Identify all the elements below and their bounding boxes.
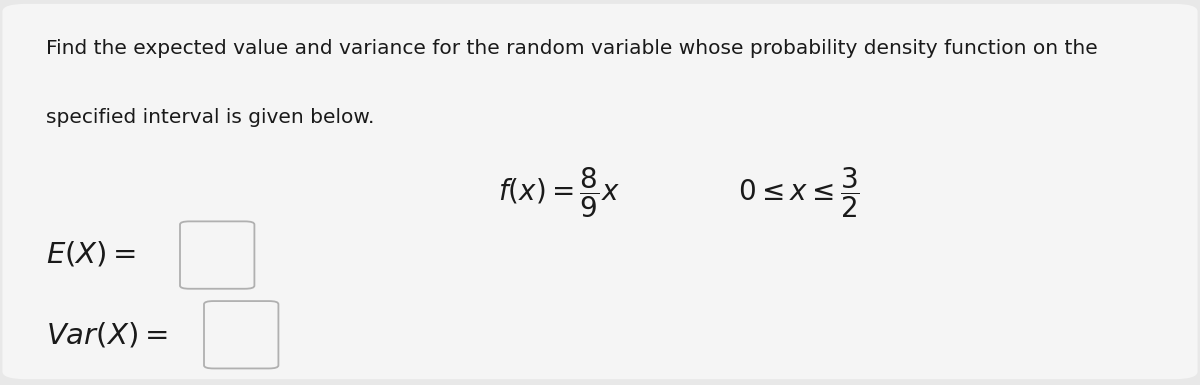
- Text: $\mathit{f}(\mathit{x}) = \dfrac{8}{9}\mathit{x}$: $\mathit{f}(\mathit{x}) = \dfrac{8}{9}\m…: [498, 165, 619, 220]
- Text: Find the expected value and variance for the random variable whose probability d: Find the expected value and variance for…: [46, 38, 1097, 57]
- Text: $0 \leq \mathit{x} \leq \dfrac{3}{2}$: $0 \leq \mathit{x} \leq \dfrac{3}{2}$: [738, 165, 860, 220]
- Text: specified interval is given below.: specified interval is given below.: [46, 108, 374, 127]
- FancyBboxPatch shape: [204, 301, 278, 368]
- Text: $Var(X) =$: $Var(X) =$: [46, 320, 167, 350]
- FancyBboxPatch shape: [180, 221, 254, 289]
- Text: $E(X) =$: $E(X) =$: [46, 239, 136, 269]
